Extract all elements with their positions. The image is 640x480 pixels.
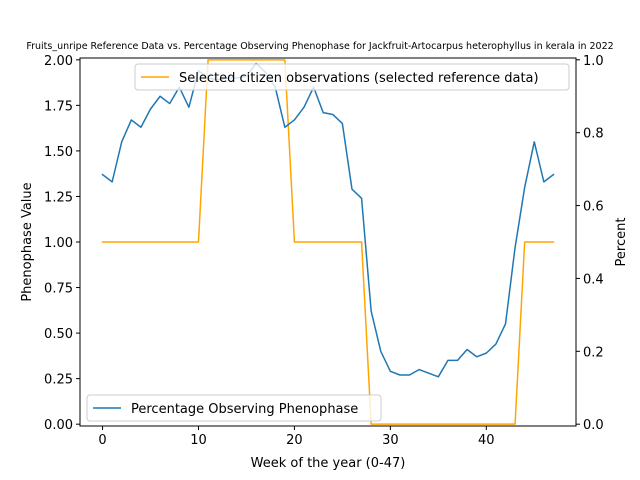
y-left-tick-label: 1.25 <box>44 190 73 205</box>
y-left-tick-label: 1.00 <box>44 236 73 251</box>
x-tick-label: 30 <box>382 433 399 448</box>
x-tick-label: 0 <box>98 433 106 448</box>
y-right-tick-label: 0.2 <box>583 345 604 360</box>
y-left-tick-label: 0.00 <box>44 418 73 433</box>
y-right-tick-label: 1.0 <box>583 54 604 69</box>
x-tick-label: 10 <box>190 433 207 448</box>
y-left-tick-label: 0.25 <box>44 373 73 388</box>
legend-bottom-left: Percentage Observing Phenophase <box>86 394 382 422</box>
y-right-tick-label: 0.6 <box>583 200 604 215</box>
x-tick-label: 20 <box>286 433 303 448</box>
y-right-axis-label: Percent <box>614 218 629 267</box>
series-line-0 <box>101 59 555 425</box>
y-right-axis-ticks: 0.0 0.2 0.4 0.6 0.8 1.0 <box>576 54 604 433</box>
y-right-tick-label: 0.8 <box>583 127 604 142</box>
legend-label-percentage: Percentage Observing Phenophase <box>131 402 358 417</box>
y-left-tick-label: 2.00 <box>44 54 73 69</box>
legend-box-bottom <box>86 394 382 422</box>
x-axis-ticks: 0 10 20 30 40 <box>98 426 495 448</box>
chart-title: Fruits_unripe Reference Data vs. Percent… <box>26 41 613 52</box>
y-right-tick-label: 0.4 <box>583 272 604 287</box>
y-left-tick-label: 1.50 <box>44 145 73 160</box>
y-left-axis-label: Phenophase Value <box>20 182 35 301</box>
y-right-tick-label: 0.0 <box>583 418 604 433</box>
y-left-axis-ticks: 0.00 0.25 0.50 0.75 1.00 1.25 1.50 1.75 2.00 <box>44 54 80 433</box>
x-axis-label: Week of the year (0-47) <box>251 456 406 471</box>
y-left-tick-label: 0.50 <box>44 327 73 342</box>
y-left-tick-label: 1.75 <box>44 99 73 114</box>
legend-box-top <box>134 63 570 91</box>
legend-label-reference: Selected citizen observations (selected … <box>179 71 539 86</box>
legend-top-right: Selected citizen observations (selected … <box>134 63 570 91</box>
y-left-tick-label: 0.75 <box>44 282 73 297</box>
x-tick-label: 40 <box>478 433 495 448</box>
